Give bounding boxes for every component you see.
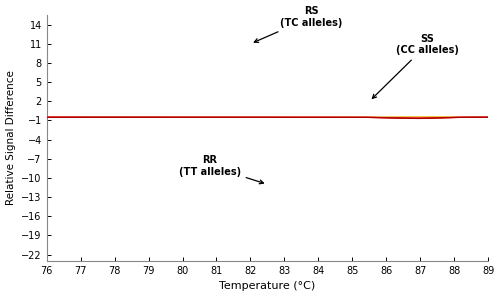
X-axis label: Temperature (°C): Temperature (°C) <box>220 282 316 291</box>
Text: RS
(TC alleles): RS (TC alleles) <box>254 6 343 42</box>
Y-axis label: Relative Signal Difference: Relative Signal Difference <box>6 71 16 206</box>
Text: SS
(CC alleles): SS (CC alleles) <box>372 34 458 98</box>
Text: RR
(TT alleles): RR (TT alleles) <box>178 155 264 184</box>
